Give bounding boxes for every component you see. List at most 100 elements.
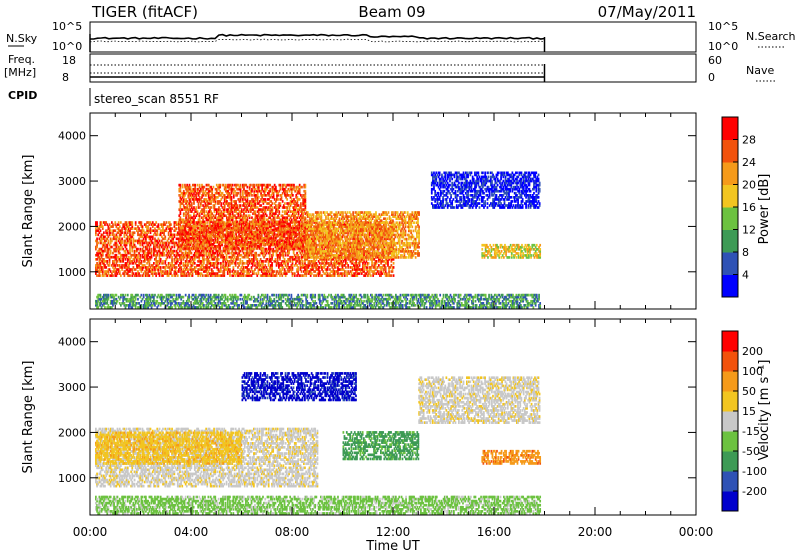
- heatmap-cell: [116, 227, 119, 230]
- heatmap-cell: [214, 214, 217, 218]
- heatmap-cell: [230, 223, 233, 226]
- heatmap-cell: [284, 227, 287, 230]
- heatmap-cell: [225, 262, 228, 265]
- heatmap-cell: [181, 191, 184, 195]
- heatmap-cell: [256, 264, 259, 267]
- heatmap-cell: [179, 183, 182, 187]
- heatmap-cell: [231, 262, 234, 265]
- heatmap-cell: [150, 239, 153, 243]
- heatmap-cell: [243, 262, 246, 265]
- heatmap-cell: [175, 251, 178, 255]
- heatmap-cell: [209, 198, 211, 201]
- heatmap-cell: [243, 202, 245, 205]
- heatmap-cell: [281, 260, 284, 263]
- heatmap-cell: [226, 260, 229, 263]
- heatmap-cell: [342, 268, 345, 271]
- heatmap-cell: [99, 266, 102, 269]
- heatmap-cell: [197, 249, 200, 253]
- heatmap-cell: [227, 194, 229, 197]
- heatmap-cell: [195, 210, 198, 213]
- heatmap-cell: [376, 255, 379, 259]
- heatmap-cell: [148, 237, 151, 241]
- heatmap-cell: [115, 225, 118, 228]
- heatmap-cell: [271, 264, 273, 267]
- heatmap-cell: [207, 189, 210, 193]
- heatmap-cell: [391, 266, 394, 269]
- heatmap-cell: [267, 231, 270, 235]
- heatmap-cell: [197, 198, 200, 201]
- heatmap-cell: [220, 222, 223, 226]
- heatmap-cell: [274, 245, 277, 249]
- heatmap-cell: [283, 262, 286, 265]
- heatmap-cell: [356, 270, 359, 273]
- heatmap-cell: [332, 272, 335, 275]
- heatmap-cell: [199, 260, 202, 263]
- heatmap-cell: [187, 210, 190, 213]
- heatmap-cell: [96, 223, 98, 226]
- heatmap-cell: [374, 262, 377, 265]
- heatmap-cell: [192, 218, 194, 222]
- heatmap-cell: [245, 210, 248, 213]
- heatmap-cell: [192, 187, 194, 191]
- heatmap-cell: [230, 210, 233, 213]
- heatmap-cell: [212, 218, 215, 222]
- heatmap-cell: [149, 237, 152, 241]
- heatmap-cell: [143, 255, 146, 259]
- heatmap-cell: [179, 234, 182, 238]
- heatmap-cell: [126, 258, 129, 261]
- heatmap-cell: [333, 260, 336, 263]
- heatmap-cell: [136, 274, 138, 277]
- heatmap-cell: [178, 218, 181, 222]
- heatmap-cell: [323, 258, 326, 261]
- heatmap-cell: [139, 241, 142, 245]
- heatmap-cell: [167, 253, 170, 257]
- heatmap-cell: [186, 189, 189, 193]
- heatmap-cell: [196, 264, 198, 267]
- heatmap-cell: [186, 224, 189, 228]
- heatmap-cell: [282, 251, 285, 255]
- heatmap-cell: [190, 226, 193, 230]
- heatmap-cell: [174, 241, 177, 245]
- heatmap-cell: [128, 258, 130, 261]
- heatmap-cell: [217, 202, 219, 205]
- heatmap-cell: [112, 266, 114, 269]
- heatmap-cell: [272, 272, 275, 275]
- heatmap-cell: [217, 196, 219, 199]
- heatmap-cell: [281, 253, 284, 257]
- heatmap-cell: [291, 274, 294, 277]
- heatmap-cell: [242, 204, 244, 207]
- heatmap-cell: [378, 270, 380, 273]
- heatmap-cell: [389, 274, 392, 277]
- heatmap-cell: [210, 202, 212, 205]
- heatmap-cell: [209, 202, 211, 205]
- heatmap-cell: [218, 228, 220, 232]
- heatmap-cell: [313, 262, 315, 265]
- heatmap-cell: [139, 233, 142, 237]
- heatmap-cell: [216, 249, 219, 253]
- heatmap-cell: [141, 268, 144, 271]
- heatmap-cell: [301, 255, 304, 259]
- heatmap-cell: [180, 230, 183, 234]
- heatmap-cell: [200, 245, 202, 248]
- heatmap-cell: [137, 241, 139, 245]
- heatmap-cell: [209, 220, 211, 224]
- heatmap-cell: [228, 191, 231, 195]
- heatmap-cell: [203, 268, 205, 271]
- heatmap-cell: [350, 274, 353, 277]
- heatmap-cell: [218, 251, 221, 255]
- heatmap-cell: [273, 249, 276, 253]
- heatmap-cell: [181, 194, 184, 197]
- heatmap-cell: [122, 225, 125, 228]
- heatmap-cell: [106, 237, 109, 241]
- heatmap-cell: [156, 260, 159, 263]
- heatmap-cell: [234, 206, 236, 209]
- heatmap-cell: [184, 234, 186, 238]
- heatmap-cell: [253, 253, 255, 257]
- heatmap-cell: [350, 260, 353, 263]
- heatmap-cell: [182, 218, 185, 222]
- heatmap-cell: [201, 274, 204, 277]
- heatmap-cell: [232, 226, 235, 230]
- heatmap-cell: [209, 249, 212, 253]
- heatmap-cell: [229, 238, 232, 242]
- heatmap-cell: [97, 249, 100, 253]
